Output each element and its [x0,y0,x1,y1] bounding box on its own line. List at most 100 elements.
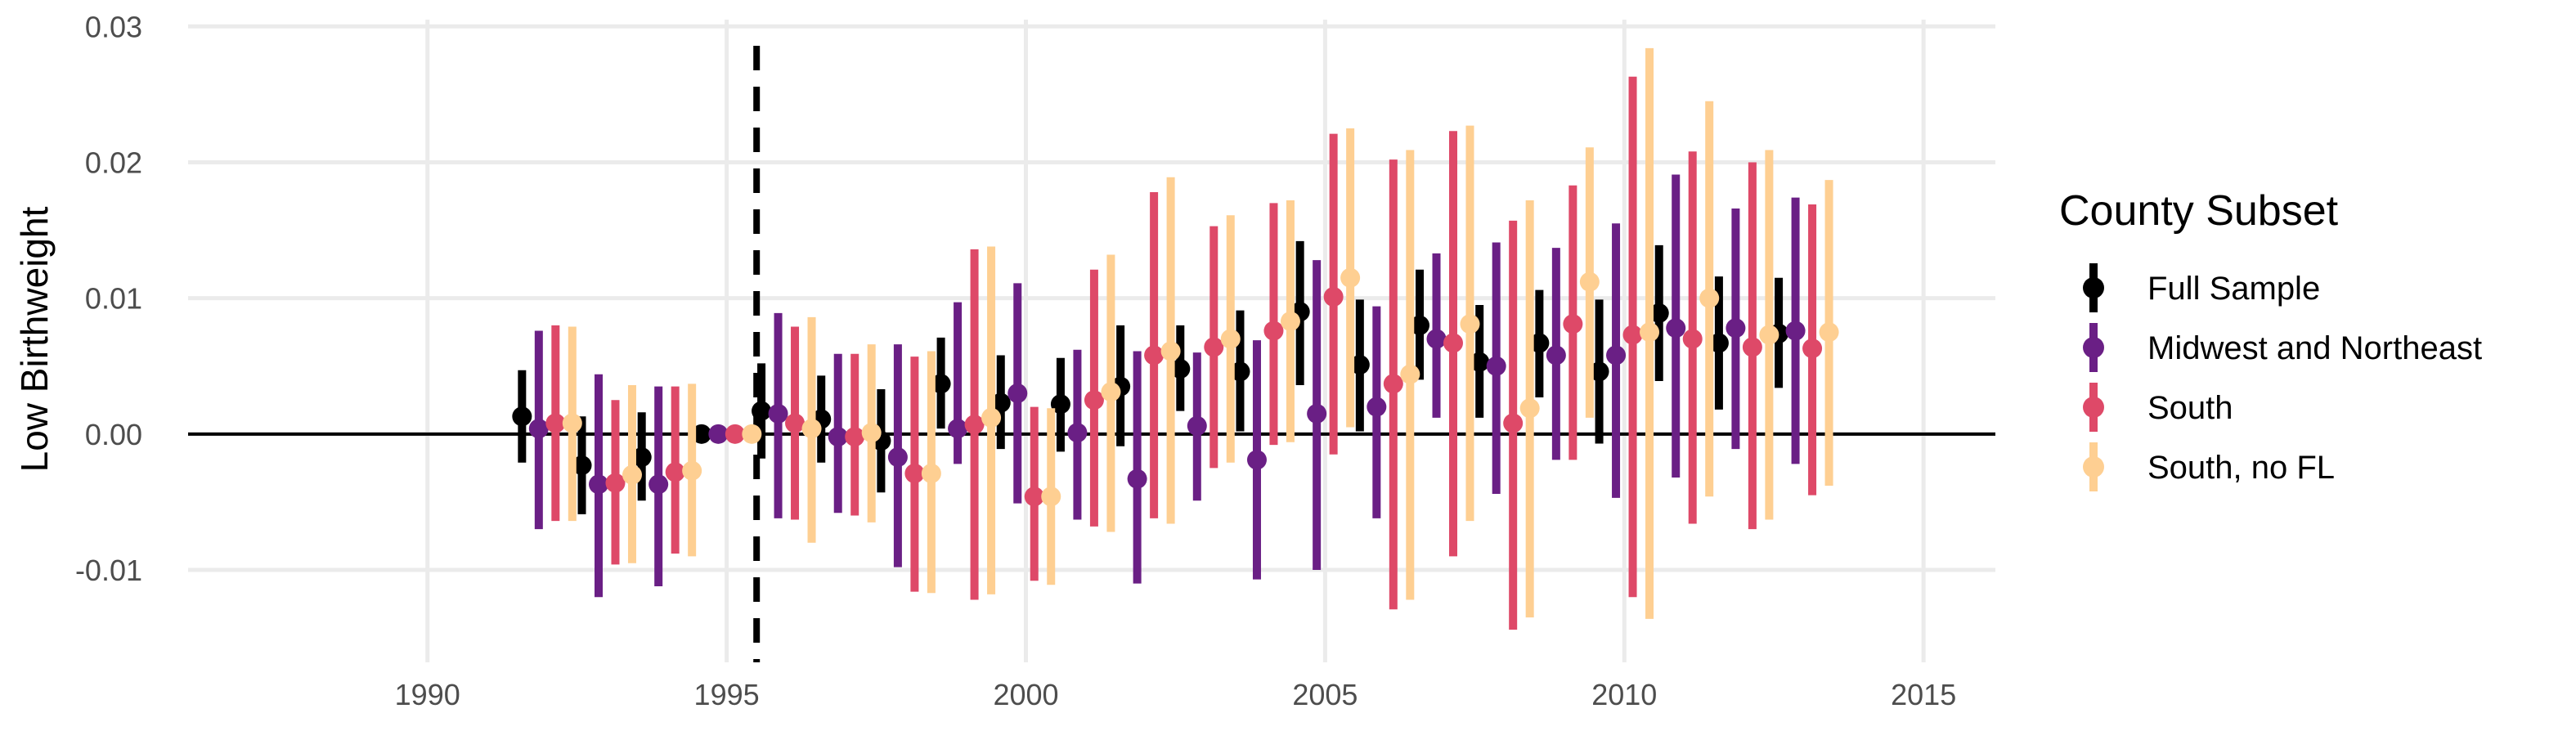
data-point [1067,423,1088,443]
legend-label: South [2147,390,2233,426]
x-tick-label: 1995 [694,678,760,711]
series-group [512,240,1789,514]
legend-key-point [2083,277,2104,298]
series-group [528,174,1806,598]
data-point [1563,314,1583,334]
data-point [572,455,592,476]
legend-key-point [2083,456,2104,478]
data-point [1622,325,1643,345]
data-point [1503,413,1524,433]
data-point [1246,450,1267,470]
legend-label: South, no FL [2147,450,2335,486]
data-point [648,474,669,495]
x-tick-label: 2000 [993,678,1058,711]
data-point [691,424,711,444]
y-tick-label: 0.00 [85,418,142,451]
legend-label: Midwest and Northeast [2147,330,2482,366]
y-tick-label: 0.03 [85,10,142,43]
data-point [1742,337,1762,357]
x-tick-label: 1990 [395,678,460,711]
data-point [1460,314,1480,334]
data-point [981,407,1002,428]
data-point [1426,329,1447,349]
data-point [1708,333,1729,353]
data-point [1410,315,1430,335]
data-point [1726,318,1746,339]
data-point [1349,355,1370,375]
data-point [1383,374,1403,394]
data-point [1470,352,1490,372]
data-point [828,427,848,447]
data-point [1640,322,1660,343]
legend: County Subset Full Sample Midwest and Nor… [2059,187,2482,491]
data-point [964,415,985,435]
data-point [1041,487,1061,507]
data-point [512,406,532,427]
x-tick-label: 2005 [1292,678,1358,711]
data-point [1546,345,1566,366]
data-point [1307,403,1327,424]
data-point [1127,469,1147,489]
data-point [768,403,788,424]
data-point [801,419,822,439]
y-tick-label: 0.01 [85,282,142,316]
data-point [545,413,566,433]
data-point [931,374,951,394]
data-point [1263,321,1284,341]
axis-labels: 1990 1995 2000 2005 2010 2015 -0.01 0.00 0.01 0.0… [75,10,1956,711]
data-point [1340,267,1361,288]
data-point [622,464,642,485]
data-point [845,427,865,447]
data-point [904,464,925,484]
data-point [1529,333,1550,353]
data-point [1519,398,1540,419]
data-point [589,474,609,495]
data-point [1699,288,1720,308]
data-point [1443,333,1463,353]
x-tick-label: 2015 [1891,678,1956,711]
data-point [1024,487,1044,507]
data-point [562,413,582,433]
data-point [1050,394,1070,415]
data-point [708,424,729,444]
data-point [605,473,626,493]
data-point [742,424,762,444]
data-point [725,424,745,444]
data-marks [512,47,1839,630]
data-point [1084,390,1104,410]
data-point [921,464,941,484]
data-point [785,413,806,433]
data-point [1101,382,1121,402]
data-point [1400,364,1420,384]
data-point [861,423,882,443]
y-tick-label: -0.01 [75,554,142,587]
data-point [752,401,772,421]
data-point [1008,383,1028,403]
data-point [887,447,908,468]
data-point [1187,415,1207,436]
data-point [1280,311,1300,331]
data-point [1579,271,1600,292]
data-point [1367,397,1387,417]
data-point [631,447,652,468]
data-point [1802,339,1823,359]
data-point [1323,286,1344,307]
data-point [1785,321,1806,341]
data-point [1170,359,1191,379]
data-point [1819,322,1839,343]
data-point [528,419,549,439]
legend-title: County Subset [2059,187,2339,235]
legend-key-point [2083,397,2104,418]
data-point [1230,361,1250,382]
data-point [1682,329,1703,349]
series-group [545,76,1823,630]
data-point [990,392,1011,413]
data-point [1649,303,1669,323]
data-point [1144,345,1165,366]
data-point [1220,329,1241,349]
y-tick-label: 0.02 [85,146,142,179]
data-point [1606,345,1627,366]
data-point [1204,337,1224,357]
data-point [948,419,968,439]
